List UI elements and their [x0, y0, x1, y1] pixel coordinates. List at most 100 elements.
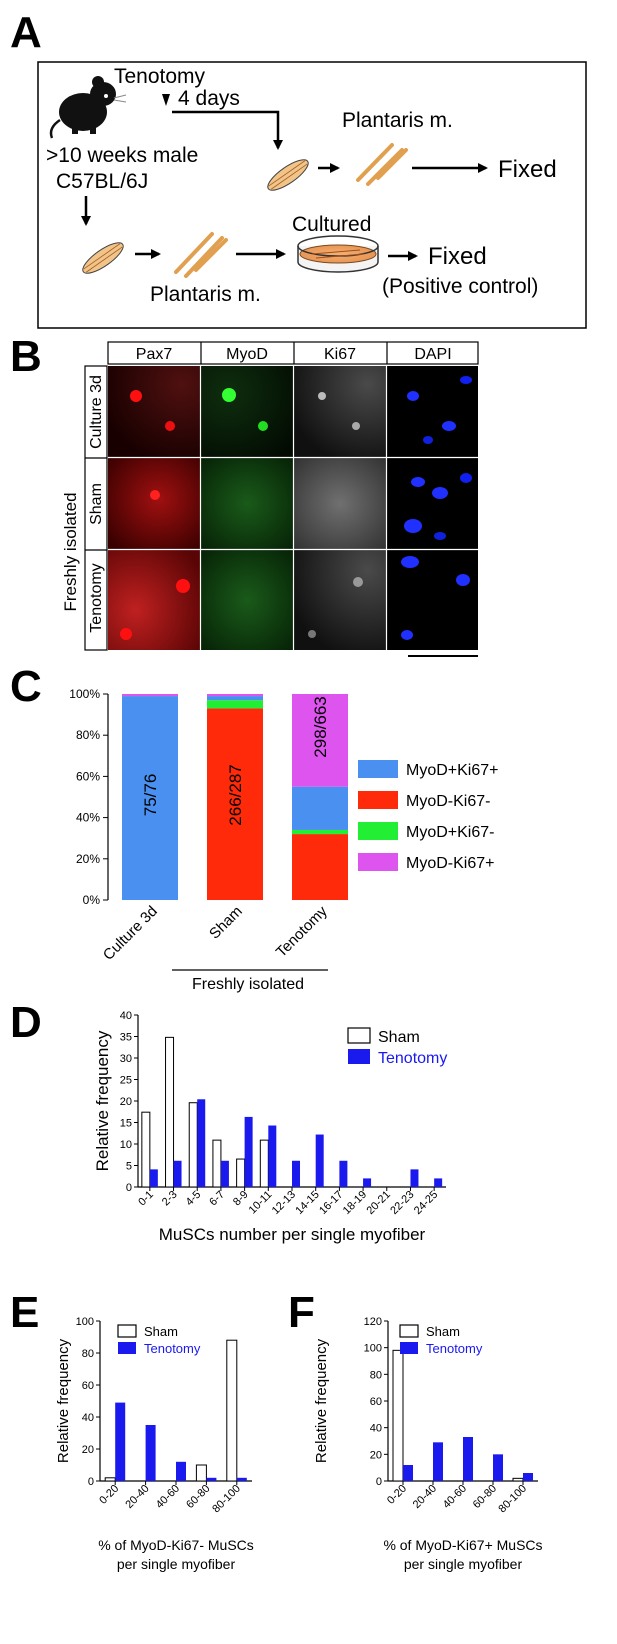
- bar-sham: [512, 1477, 524, 1482]
- y-tick-label: 60: [82, 1380, 94, 1392]
- y-tick-label: 30: [120, 1053, 132, 1065]
- x-tick-label: 22-23: [388, 1189, 416, 1217]
- x-tick-label: 80-100: [210, 1483, 243, 1516]
- x-tick-label: 80-100: [496, 1483, 529, 1516]
- x-tick-label: 60-80: [471, 1483, 499, 1511]
- x-tick-label: 12-13: [270, 1189, 298, 1217]
- y-tick-label: 120: [364, 1316, 382, 1328]
- image-sham-pax7: [108, 458, 200, 549]
- image-culture-ki67: [294, 366, 386, 457]
- chart-d: 0 5 10 15 20 25 30 35 40 0-1 2-3 4-5 6-7 8-910-1112-1…: [93, 1010, 447, 1244]
- chart-f: 0 20 40 60 80 100 120 0-20 20-40 40-60 60-8080-100…: [313, 1316, 543, 1572]
- bar-sham: [104, 1477, 116, 1482]
- x-tick-label: 0-20: [385, 1483, 409, 1507]
- legend-swatch-tenotomy: [118, 1342, 136, 1354]
- legend-swatch: [358, 822, 398, 840]
- bar-tenotomy: [115, 1402, 126, 1481]
- bar-sham: [141, 1111, 151, 1188]
- legend-label: MyoD+Ki67-: [406, 824, 494, 841]
- y-tick-label: 100: [364, 1343, 382, 1355]
- legend-swatch-sham: [117, 1324, 137, 1338]
- legend-label: MyoD+Ki67+: [406, 762, 499, 779]
- mouse-icon: [49, 76, 127, 139]
- panel-d: D 0 5 10 15 20 25 30 35 40 0-1 2-3 4-5 6-7 8-9 10-11 12…: [0, 998, 617, 1290]
- x-tick-label: 20-40: [411, 1483, 439, 1511]
- y-tick-label: 40: [82, 1412, 94, 1424]
- bar-count-label: 75/76: [141, 774, 160, 817]
- culture-dish-icon: [297, 235, 379, 273]
- chart-c: 0% 20% 40% 60% 80% 100% Culture 3d Sham Tenotomy…: [69, 687, 499, 993]
- bar-sham: [392, 1349, 404, 1482]
- workflow-diagram: Tenotomy 4 days >10 weeks male C57BL/6J …: [37, 61, 587, 329]
- image-tenotomy-myod: [201, 550, 293, 650]
- y-tick-label: 20: [370, 1449, 382, 1461]
- y-tick-label: 0: [88, 1476, 94, 1488]
- y-tick-label: 100: [76, 1316, 94, 1328]
- bar-tenotomy: [149, 1169, 158, 1187]
- bar-tenotomy: [197, 1099, 206, 1187]
- bar-tenotomy: [463, 1437, 473, 1481]
- x-tick-label: 10-11: [247, 1189, 275, 1217]
- x-axis-label-line1: % of MyoD-Ki67+ MuSCs: [383, 1537, 542, 1553]
- arrow-4days: [172, 110, 283, 150]
- bar-sham: [212, 1139, 222, 1188]
- bar-tenotomy: [145, 1425, 156, 1481]
- fibers-icon-top: [356, 143, 408, 186]
- fixed-bottom-label: Fixed: [428, 243, 487, 270]
- bar-tenotomy: [206, 1477, 217, 1481]
- y-tick-label: 80: [82, 1348, 94, 1360]
- y-tick-label: 40: [120, 1010, 132, 1022]
- x-tick-label: 8-9: [231, 1189, 251, 1209]
- mouse-label-line2: C57BL/6J: [56, 170, 148, 193]
- bar-tenotomy: [434, 1178, 443, 1187]
- bar-tenotomy: [410, 1169, 419, 1187]
- panel-a: A: [0, 0, 617, 330]
- fibers-icon-bottom: [174, 232, 228, 278]
- legend-swatch-sham: [399, 1324, 419, 1338]
- x-tick-label: 0-1: [136, 1189, 156, 1209]
- bar-segment: [207, 708, 263, 900]
- y-tick-label: 10: [120, 1139, 132, 1151]
- y-tick-label: 40: [370, 1423, 382, 1435]
- plantaris-top-label: Plantaris m.: [342, 109, 453, 132]
- panel-letter-d: D: [10, 998, 42, 1047]
- microscopy-grid: Pax7 MyoD Ki67 DAPI Culture 3d Sham Teno…: [61, 341, 479, 657]
- bar-tenotomy: [315, 1134, 324, 1187]
- panel-c: C 0% 20% 40% 60% 80% 100% Culture 3d Sham Tenoto…: [0, 660, 617, 1000]
- y-tick-label: 40%: [76, 811, 100, 825]
- legend-label-tenotomy: Tenotomy: [426, 1341, 483, 1356]
- plantaris-bottom-label: Plantaris m.: [150, 283, 261, 306]
- panel-e: E 0 20 40 60 80 100 0-20 20-40 40-60 60-80 80-100 R…: [0, 1288, 308, 1644]
- bar-tenotomy: [292, 1160, 300, 1187]
- panel-f: F 0 20 40 60 80 100 120 0-20 20-40 40-60 60-80 80-1…: [288, 1288, 617, 1644]
- diagram-frame: [37, 61, 587, 329]
- bar-segment: [122, 694, 178, 697]
- legend-swatch-sham: [347, 1027, 371, 1044]
- panel-letter-f: F: [288, 1288, 315, 1337]
- y-tick-label: 80%: [76, 728, 100, 742]
- bar-segment: [207, 696, 263, 701]
- y-tick-label: 60%: [76, 769, 100, 783]
- group-label: Freshly isolated: [192, 976, 304, 993]
- bar-segment: [122, 696, 178, 900]
- y-tick-label: 0%: [83, 893, 101, 907]
- y-tick-label: 25: [120, 1075, 132, 1087]
- y-tick-label: 0: [376, 1476, 382, 1488]
- bar-segment: [292, 786, 348, 830]
- bar-sham: [165, 1036, 175, 1188]
- days-label: 4 days: [178, 87, 240, 110]
- image-tenotomy-dapi: [387, 550, 478, 650]
- y-tick-label: 15: [120, 1118, 132, 1130]
- bar-tenotomy: [236, 1477, 247, 1481]
- bar-segment: [292, 829, 348, 835]
- y-axis-label: Relative frequency: [93, 1030, 112, 1171]
- x-tick-label: 6-7: [207, 1189, 227, 1209]
- y-tick-label: 5: [126, 1161, 132, 1173]
- legend-swatch: [358, 760, 398, 778]
- bar-count-label: 266/287: [226, 764, 245, 825]
- image-sham-myod: [201, 458, 293, 549]
- image-sham-ki67: [294, 458, 386, 549]
- bar-tenotomy: [339, 1160, 348, 1187]
- x-axis-label-line1: % of MyoD-Ki67- MuSCs: [98, 1537, 254, 1553]
- x-tick-label: 40-60: [441, 1483, 469, 1511]
